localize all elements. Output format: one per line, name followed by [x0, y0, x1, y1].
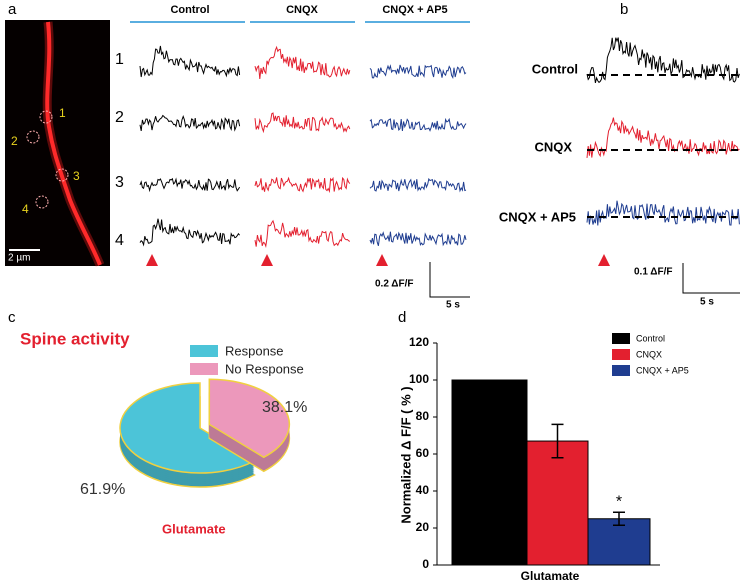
legend-swatch	[612, 365, 630, 376]
scale-bar	[682, 263, 740, 294]
legend-swatch	[190, 363, 218, 375]
micrograph	[5, 20, 110, 266]
trace	[586, 200, 740, 226]
x-label: Glutamate	[162, 521, 226, 536]
scale-bar	[429, 262, 470, 298]
roi	[35, 195, 49, 209]
y-tick-label: 100	[409, 372, 429, 386]
panel-label: d	[398, 309, 406, 326]
chart-title: Spine activity	[20, 329, 130, 348]
stimulus-marker	[261, 254, 273, 266]
y-label: Normalized Δ F/F ( % )	[398, 386, 413, 523]
trace	[139, 114, 241, 132]
time-scale: 5 s	[700, 297, 714, 308]
legend-label: CNQX + AP5	[636, 365, 689, 375]
legend-label: CNQX	[636, 349, 662, 359]
amplitude-scale: 0.1 ΔF/F	[634, 267, 673, 278]
stimulus-marker	[598, 254, 610, 266]
data-label: 38.1%	[262, 399, 307, 416]
condition-label: CNQX + AP5	[499, 209, 576, 224]
y-tick-label: 120	[409, 335, 429, 349]
trace	[369, 231, 467, 247]
annotation: *	[616, 493, 622, 510]
trace	[139, 177, 241, 193]
bar	[587, 518, 651, 566]
roi	[39, 110, 53, 124]
legend-swatch	[190, 345, 218, 357]
trace	[586, 37, 740, 84]
trace	[254, 112, 351, 134]
y-tick-label: 80	[416, 409, 430, 423]
legend-swatch	[612, 349, 630, 360]
trace	[586, 117, 740, 158]
y-tick-label: 60	[416, 446, 430, 460]
condition-header: CNQX	[286, 4, 318, 16]
error-bar	[613, 511, 625, 526]
trace	[254, 176, 351, 194]
legend-swatch	[612, 333, 630, 344]
roi-label: 1	[59, 106, 66, 120]
y-tick-label: 0	[422, 557, 429, 571]
error-bar	[551, 423, 564, 459]
time-scale: 5 s	[446, 300, 460, 311]
amplitude-scale: 0.2 ΔF/F	[375, 279, 414, 290]
bar	[451, 379, 528, 566]
trace	[139, 218, 240, 247]
roi	[26, 130, 40, 144]
condition-header: CNQX + AP5	[382, 4, 447, 16]
pie-slice	[208, 378, 291, 459]
roi	[55, 168, 69, 182]
trace	[369, 177, 467, 193]
panel-label: c	[8, 309, 16, 326]
legend-label: Response	[225, 343, 284, 358]
roi-label: 2	[11, 134, 18, 148]
roi-label: 3	[73, 169, 80, 183]
data-label: 61.9%	[80, 481, 125, 498]
y-tick-label: 40	[416, 483, 430, 497]
stimulus-marker	[376, 254, 388, 266]
trace	[254, 219, 351, 248]
condition-label: CNQX	[534, 139, 572, 154]
legend-label: No Response	[225, 361, 304, 376]
trace	[369, 117, 467, 132]
pie-slice	[119, 382, 256, 474]
bar	[526, 440, 589, 566]
stimulus-marker	[146, 254, 158, 266]
roi-label: 4	[22, 202, 29, 216]
condition-label: Control	[532, 61, 578, 76]
dendrite	[45, 21, 102, 266]
condition-header: Control	[170, 4, 209, 16]
row-label: 3	[115, 174, 124, 191]
panel-label: b	[620, 1, 628, 18]
legend-label: Control	[636, 333, 665, 343]
row-label: 1	[115, 51, 124, 68]
trace	[139, 45, 241, 78]
row-label: 2	[115, 109, 124, 126]
row-label: 4	[115, 232, 124, 249]
panel-label: a	[8, 1, 17, 18]
scale-bar-label: 2 µm	[8, 253, 30, 264]
y-tick-label: 20	[416, 520, 430, 534]
trace	[254, 45, 351, 79]
trace	[369, 64, 467, 80]
x-tick-label: Glutamate	[521, 569, 580, 582]
